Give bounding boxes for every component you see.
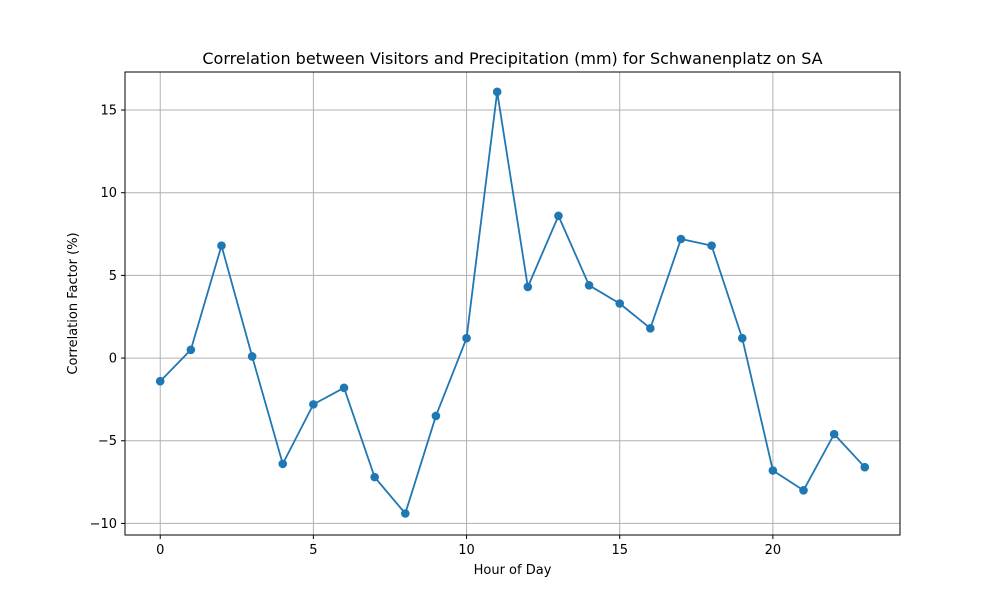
x-tick-label: 10	[458, 543, 475, 558]
data-point	[247, 352, 257, 361]
y-tick-label: 15	[100, 104, 117, 119]
data-point	[309, 400, 318, 409]
x-tick-label: 20	[765, 543, 782, 558]
data-point	[860, 462, 870, 472]
data-point	[492, 87, 502, 97]
x-tick-label: 5	[309, 543, 317, 558]
data-point	[339, 383, 349, 393]
data-point	[186, 345, 196, 355]
y-tick-label: −10	[90, 517, 117, 532]
y-tick-label: −5	[98, 434, 117, 449]
x-tick-label: 0	[156, 543, 164, 558]
ticks: 0 5 10 15 20 −10 −5 0 5 10 15	[90, 104, 782, 558]
data-point	[584, 281, 594, 290]
data-point	[615, 299, 625, 308]
y-tick-label: 5	[109, 269, 117, 284]
data-point	[554, 211, 563, 221]
data-point	[676, 234, 686, 244]
data-point	[799, 486, 808, 495]
series-line	[159, 90, 866, 515]
data-point	[462, 333, 471, 343]
data-point	[523, 282, 533, 292]
x-axis-title: Hour of Day	[474, 563, 552, 578]
x-tick-label: 15	[611, 543, 628, 558]
data-point	[737, 333, 747, 343]
data-point	[431, 411, 441, 421]
series-layer	[155, 87, 870, 518]
data-point	[278, 459, 288, 469]
data-point	[217, 241, 226, 250]
y-axis-title: Correlation Factor (%)	[66, 232, 81, 374]
data-point	[646, 324, 655, 333]
y-tick-label: 10	[100, 186, 117, 201]
data-point	[400, 509, 410, 518]
data-point	[707, 241, 716, 250]
data-point	[370, 472, 379, 482]
y-tick-label: 0	[109, 352, 117, 367]
chart-title: Correlation between Visitors and Precipi…	[202, 49, 822, 68]
data-point	[829, 429, 839, 439]
data-point	[768, 466, 778, 475]
plot-area-frame	[124, 71, 901, 536]
data-point	[155, 376, 165, 386]
